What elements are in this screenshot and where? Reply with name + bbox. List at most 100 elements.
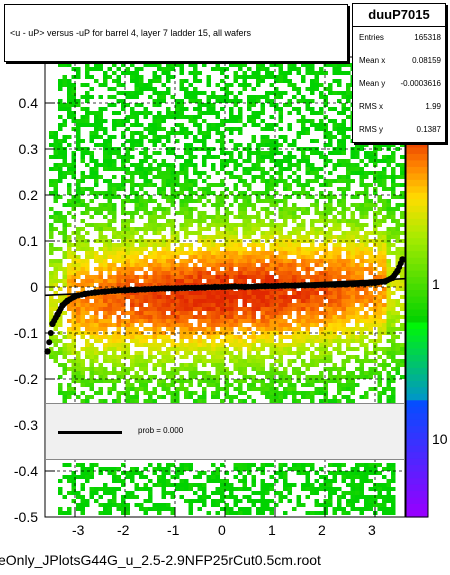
heatmap-cell bbox=[341, 247, 346, 251]
heatmap-cell bbox=[103, 303, 108, 307]
heatmap-cell bbox=[233, 335, 238, 339]
heatmap-cell bbox=[125, 327, 130, 331]
heatmap-cell bbox=[269, 123, 274, 127]
heatmap-cell bbox=[152, 119, 157, 123]
heatmap-cell bbox=[278, 259, 283, 263]
heatmap-cell bbox=[85, 267, 90, 271]
heatmap-cell bbox=[364, 475, 369, 479]
heatmap-cell bbox=[71, 171, 76, 175]
heatmap-cell bbox=[161, 143, 166, 147]
heatmap-cell bbox=[197, 327, 202, 331]
heatmap-cell bbox=[71, 283, 76, 287]
heatmap-cell bbox=[265, 123, 270, 127]
heatmap-cell bbox=[67, 511, 72, 515]
heatmap-cell bbox=[139, 183, 144, 187]
heatmap-cell bbox=[359, 179, 364, 183]
heatmap-cell bbox=[355, 271, 360, 275]
heatmap-cell bbox=[211, 191, 216, 195]
heatmap-cell bbox=[233, 127, 238, 131]
heatmap-cell bbox=[314, 375, 319, 379]
heatmap-cell bbox=[305, 71, 310, 75]
heatmap-cell bbox=[386, 383, 391, 387]
heatmap-cell bbox=[152, 251, 157, 255]
heatmap-cell bbox=[296, 311, 301, 315]
heatmap-cell bbox=[233, 143, 238, 147]
heatmap-cell bbox=[251, 355, 256, 359]
heatmap-cell bbox=[260, 311, 265, 315]
heatmap-cell bbox=[355, 263, 360, 267]
heatmap-cell bbox=[314, 83, 319, 87]
heatmap-cell bbox=[215, 331, 220, 335]
heatmap-cell bbox=[206, 299, 211, 303]
heatmap-cell bbox=[269, 151, 274, 155]
heatmap-cell bbox=[269, 187, 274, 191]
heatmap-cell bbox=[391, 479, 396, 483]
heatmap-cell bbox=[233, 343, 238, 347]
heatmap-cell bbox=[305, 307, 310, 311]
heatmap-cell bbox=[211, 327, 216, 331]
heatmap-cell bbox=[301, 391, 306, 395]
heatmap-cell bbox=[103, 247, 108, 251]
heatmap-cell bbox=[170, 203, 175, 207]
heatmap-cell bbox=[364, 499, 369, 503]
heatmap-cell bbox=[143, 379, 148, 383]
heatmap-cell bbox=[112, 147, 117, 151]
heatmap-cell bbox=[364, 231, 369, 235]
heatmap-cell bbox=[184, 291, 189, 295]
heatmap-cell bbox=[328, 491, 333, 495]
heatmap-cell bbox=[130, 111, 135, 115]
heatmap-cell bbox=[233, 103, 238, 107]
heatmap-cell bbox=[220, 163, 225, 167]
heatmap-cell bbox=[386, 215, 391, 219]
heatmap-cell bbox=[323, 215, 328, 219]
heatmap-cell bbox=[139, 167, 144, 171]
heatmap-cell bbox=[229, 155, 234, 159]
heatmap-cell bbox=[391, 211, 396, 215]
heatmap-cell bbox=[310, 379, 315, 383]
heatmap-cell bbox=[386, 231, 391, 235]
heatmap-cell bbox=[233, 307, 238, 311]
heatmap-cell bbox=[332, 487, 337, 491]
heatmap-cell bbox=[175, 247, 180, 251]
heatmap-cell bbox=[364, 239, 369, 243]
heatmap-cell bbox=[220, 183, 225, 187]
heatmap-cell bbox=[76, 103, 81, 107]
heatmap-cell bbox=[76, 99, 81, 103]
heatmap-cell bbox=[229, 227, 234, 231]
heatmap-cell bbox=[260, 167, 265, 171]
heatmap-cell bbox=[170, 355, 175, 359]
heatmap-cell bbox=[391, 379, 396, 383]
heatmap-cell bbox=[85, 123, 90, 127]
heatmap-cell bbox=[143, 191, 148, 195]
heatmap-cell bbox=[332, 163, 337, 167]
heatmap-cell bbox=[355, 311, 360, 315]
heatmap-cell bbox=[175, 467, 180, 471]
heatmap-cell bbox=[224, 483, 229, 487]
heatmap-cell bbox=[287, 207, 292, 211]
heatmap-cell bbox=[251, 475, 256, 479]
heatmap-cell bbox=[220, 371, 225, 375]
heatmap-cell bbox=[233, 279, 238, 283]
heatmap-cell bbox=[242, 299, 247, 303]
heatmap-cell bbox=[215, 323, 220, 327]
heatmap-cell bbox=[332, 107, 337, 111]
heatmap-cell bbox=[139, 171, 144, 175]
heatmap-cell bbox=[301, 227, 306, 231]
heatmap-cell bbox=[121, 347, 126, 351]
heatmap-cell bbox=[166, 371, 171, 375]
heatmap-cell bbox=[251, 331, 256, 335]
heatmap-cell bbox=[346, 239, 351, 243]
heatmap-cell bbox=[256, 159, 261, 163]
heatmap-cell bbox=[202, 359, 207, 363]
heatmap-cell bbox=[296, 251, 301, 255]
heatmap-cell bbox=[287, 99, 292, 103]
heatmap-cell bbox=[323, 347, 328, 351]
heatmap-cell bbox=[98, 495, 103, 499]
heatmap-cell bbox=[242, 231, 247, 235]
heatmap-cell bbox=[107, 207, 112, 211]
heatmap-cell bbox=[296, 335, 301, 339]
heatmap-cell bbox=[58, 263, 63, 267]
heatmap-cell bbox=[211, 475, 216, 479]
heatmap-cell bbox=[71, 95, 76, 99]
heatmap-cell bbox=[224, 307, 229, 311]
